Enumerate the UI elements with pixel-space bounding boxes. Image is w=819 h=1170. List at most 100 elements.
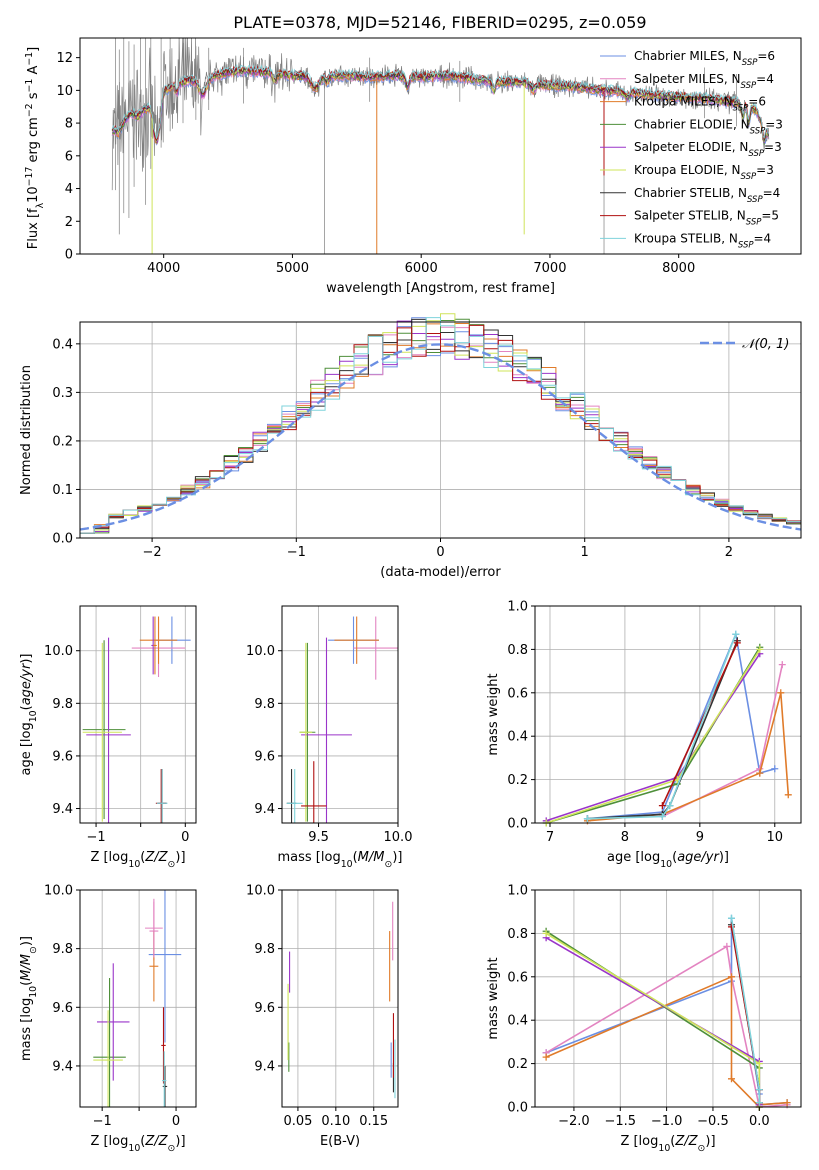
legend-entry-value: =4 (756, 72, 774, 86)
legend-entry-value: =5 (761, 209, 779, 223)
y-tick-label: 0.3 (52, 386, 73, 401)
y-tick-label: 0.2 (52, 434, 73, 449)
x-tick-label: −1 (287, 545, 306, 560)
legend-entry-subscript: SSP (733, 104, 749, 114)
x-tick-label: 0 (172, 1114, 180, 1129)
legend-entry-text: Chabrier STELIB, N (634, 186, 747, 200)
x-axis-label-part: )] (705, 1134, 715, 1149)
plot-area-spectrum (111, 38, 770, 254)
legend-entry-value: =4 (763, 186, 781, 200)
y-tick-label: 9.4 (52, 802, 73, 817)
weight-marker (756, 645, 764, 653)
y-tick-label: 10 (56, 84, 73, 99)
weight-marker (784, 791, 792, 799)
y-tick-label: 9.6 (254, 1001, 275, 1016)
axes-frame (534, 605, 802, 824)
x-axis-label-part: ⊙ (168, 859, 176, 870)
axes-frame (534, 889, 802, 1108)
x-tick-label: −1.0 (651, 1114, 683, 1129)
x-tick-label: 9.5 (308, 830, 329, 845)
y-tick-label: 0.2 (507, 1057, 528, 1072)
y-axis-label-part: 10 (28, 710, 39, 722)
y-tick-label: 9.4 (254, 802, 275, 817)
y-tick-label: 0.8 (507, 643, 528, 658)
y-axis-label-part: 10 (26, 186, 41, 203)
legend-entry-text: Chabrier MILES, N (634, 49, 742, 63)
errorbar-point-kroupa-elodie (93, 1010, 123, 1107)
y-tick-label: 0.6 (507, 970, 528, 985)
axes-frame (79, 37, 802, 255)
x-tick-label: −0.5 (697, 1114, 729, 1129)
y-axis-label-part: s (26, 92, 41, 103)
x-axis-label-part: )] (719, 850, 729, 865)
x-axis-label-part: )] (175, 1134, 185, 1149)
errorbar-point-kroupa-miles (139, 616, 178, 664)
y-axis-label-part: ⊙ (28, 946, 39, 954)
weight-series-kroupa-stelib (727, 914, 763, 1107)
weight-marker (727, 973, 735, 981)
errorbar-point-kroupa-elodie (299, 642, 313, 822)
y-axis-label: Normed distribution (19, 365, 34, 495)
panel-weight-vs-z: −2.0 −1.5 −1.0 −0.5 0.0 0.0 0.2 0.4 0.6 0.8 1.0 Z [… (486, 884, 802, 1154)
legend-entry-subscript: SSP (748, 149, 764, 159)
y-tick-label: 1.0 (507, 884, 528, 899)
x-tick-label: −1 (86, 830, 105, 845)
y-axis-label-part: λ (35, 202, 46, 208)
y-tick-label: 9.8 (254, 697, 275, 712)
weight-marker (778, 661, 786, 669)
x-axis-label-part: Z/ (144, 850, 160, 865)
x-tick-label: −1 (93, 1114, 112, 1129)
y-tick-label: 0.1 (52, 483, 73, 498)
plot-area-age-vs-z (82, 616, 191, 823)
y-axis-label-part: )] (19, 653, 34, 663)
x-axis-label-part: (data-model)/error (380, 565, 501, 580)
x-axis-label-part: ( (353, 850, 358, 865)
errorbar-point-salpeter-miles (145, 898, 163, 958)
x-axis-label-part: ⊙ (698, 1143, 706, 1154)
y-axis-label-part: ( (19, 705, 34, 710)
x-axis-label: Z [log10(Z/Z⊙)] (620, 1134, 715, 1154)
x-axis-label-part: Z (158, 850, 169, 865)
x-tick-label: 7000 (533, 261, 566, 276)
y-axis-label-part: −17 (24, 167, 35, 187)
x-axis-label: wavelength [Angstrom, rest frame] (326, 281, 555, 296)
x-axis-label-part: Z/ (144, 1134, 160, 1149)
panels: 4000 5000 6000 7000 8000024681012wavelength … (19, 37, 802, 1154)
x-axis-label-part: M/ (358, 850, 375, 865)
errorbar-point-salpeter-elodie (301, 637, 352, 823)
errorbar-point-chabrier-elodie (93, 977, 126, 1107)
x-tick-label: 0 (181, 830, 189, 845)
x-axis-label-part: )] (175, 850, 185, 865)
legend-entry-normal: 𝒩(0, 1) (742, 337, 789, 352)
x-tick-label: −2 (143, 545, 162, 560)
y-axis-label: mass [log10(M/M⊙)] (19, 936, 39, 1061)
errorbar-point-kroupa-stelib (156, 769, 168, 823)
x-axis-label-part: ⊙ (168, 1143, 176, 1154)
legend-entry-subscript: SSP (741, 172, 757, 182)
weight-marker (542, 929, 550, 937)
y-axis-label-part: ] (26, 47, 41, 52)
y-axis-label-part: −1 (24, 79, 35, 93)
panel-age-vs-mass: 9.5 10.0 9.4 9.6 9.8 10.0 mass [log10(M/M⊙)] (246, 605, 412, 870)
legend-entry-chabrier-elodie: Chabrier ELODIE, NSSP=3 (634, 117, 783, 136)
x-axis-label-part: 10 (128, 859, 140, 870)
x-axis-label-part: mass [log (278, 850, 341, 865)
weight-marker (771, 765, 779, 773)
legend-entry-text: Kroupa ELODIE, N (634, 163, 741, 177)
y-axis-label: age [log10(age/yr)] (19, 653, 39, 775)
x-tick-label: 8 (621, 830, 629, 845)
x-tick-label: 4000 (147, 261, 180, 276)
y-tick-label: 9.4 (52, 1059, 73, 1074)
weight-marker (732, 630, 740, 638)
errorbar-point-salpeter-stelib (161, 1007, 166, 1084)
model-spectrum-kroupa-stelib (111, 64, 769, 139)
y-tick-label: 1.0 (507, 600, 528, 615)
errorbar-point-salpeter-stelib (301, 761, 327, 823)
x-tick-label: 0.0 (749, 1114, 770, 1129)
weight-marker (727, 923, 735, 931)
x-axis-label-part: Z [log (90, 850, 128, 865)
x-axis-label-part: Z (158, 1134, 169, 1149)
